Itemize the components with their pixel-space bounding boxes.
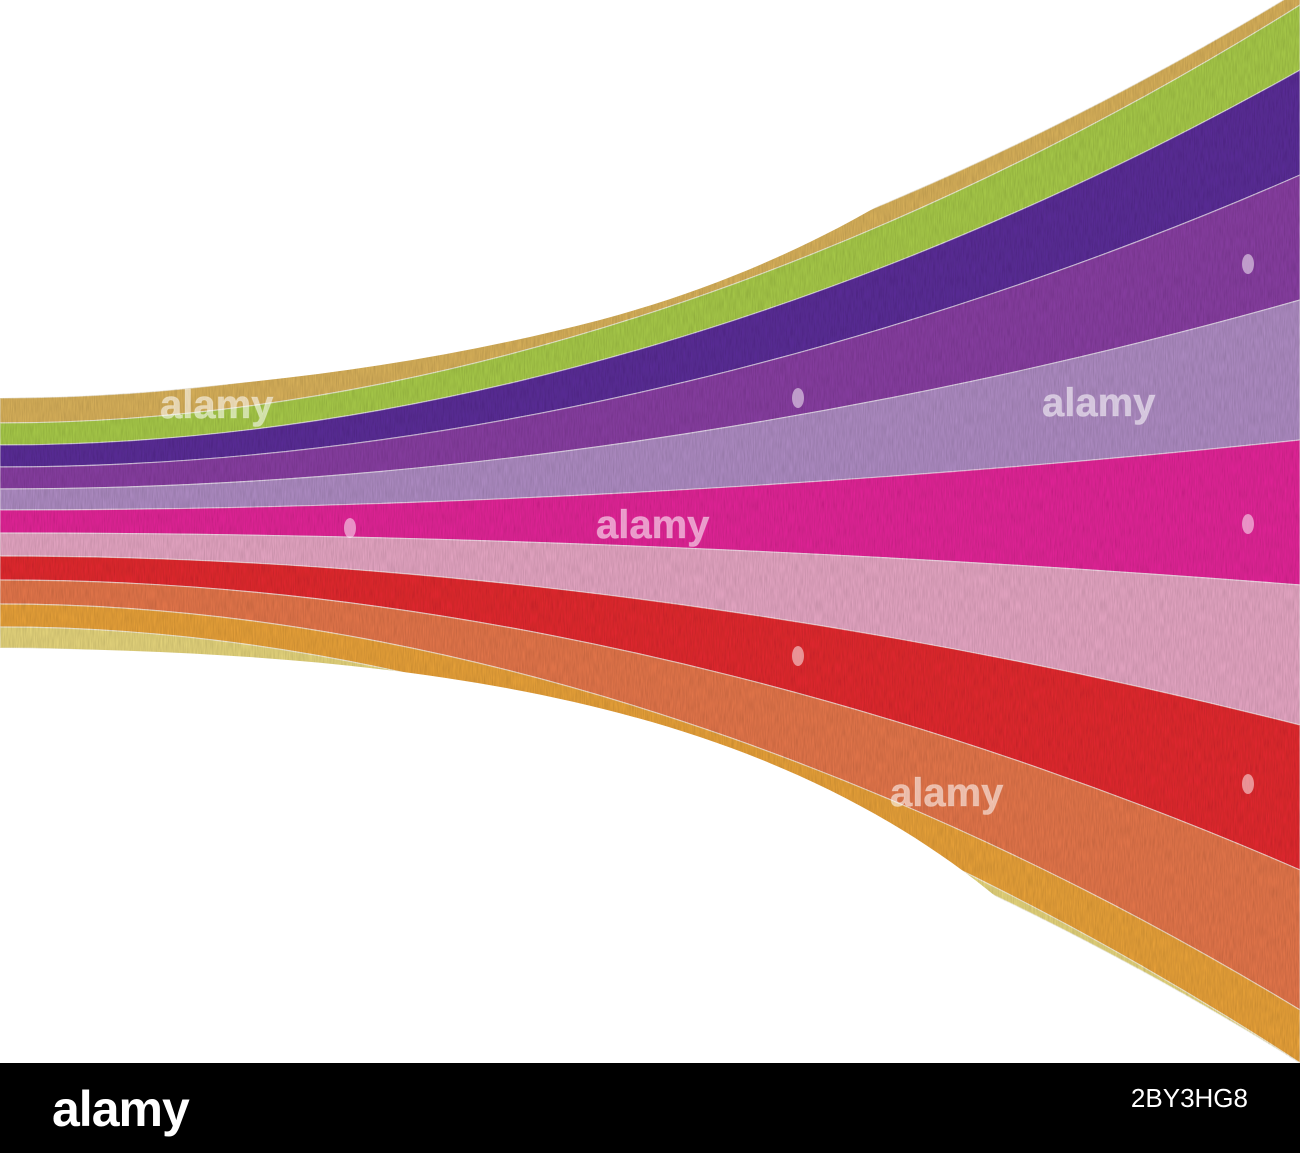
lower-white-area xyxy=(0,648,1195,1063)
footer-logo: alamy xyxy=(52,1081,190,1137)
watermark-group: alamy alamy alamy alamy xyxy=(160,254,1254,816)
watermark-mark xyxy=(1242,514,1254,534)
rainbow-stripes-artwork: alamy alamy alamy alamy xyxy=(0,0,1300,1063)
watermark-text: alamy xyxy=(160,383,274,427)
watermark-mark xyxy=(1242,254,1254,274)
watermark-text: alamy xyxy=(890,771,1004,815)
watermark-text: alamy xyxy=(596,503,710,547)
stock-code: 2BY3HG8 xyxy=(1130,1083,1248,1113)
watermark-mark xyxy=(792,388,804,408)
watermark-mark xyxy=(1242,774,1254,794)
watermark-mark xyxy=(792,646,804,666)
watermark-text: alamy xyxy=(1042,381,1156,425)
stock-footer-bar: alamy 2BY3HG8 xyxy=(0,1063,1300,1153)
watermark-mark xyxy=(344,518,356,538)
upper-white-area xyxy=(0,0,1140,398)
rainbow-stripes-svg: alamy alamy alamy alamy xyxy=(0,0,1300,1063)
